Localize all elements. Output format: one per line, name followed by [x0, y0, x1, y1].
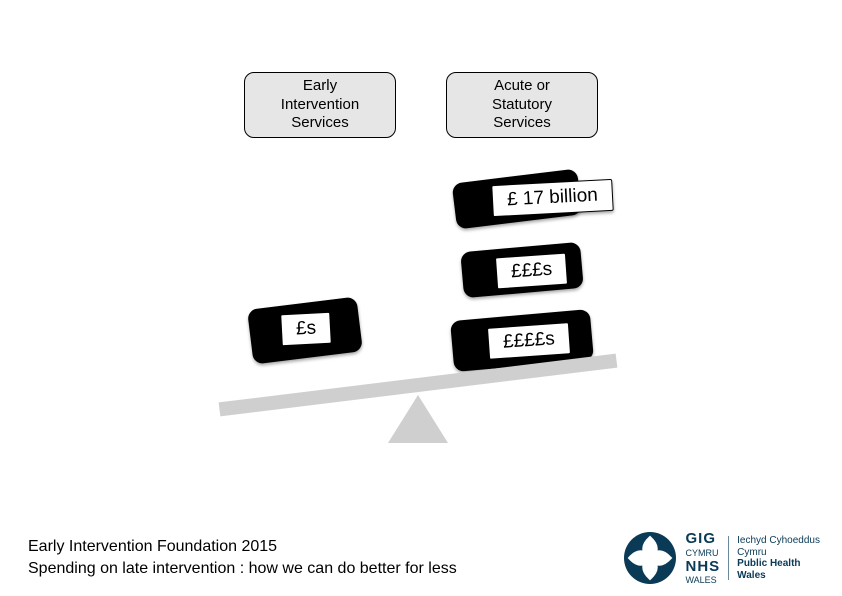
label-pounds-left: £s [280, 312, 332, 347]
logo-text-block-1: GIG CYMRU NHS WALES [685, 530, 720, 585]
logo-nhs: NHS [685, 558, 720, 575]
footer: Early Intervention Foundation 2015 Spend… [0, 520, 842, 596]
header-box-text: Early Intervention Services [281, 77, 359, 133]
logo-line: Wales [737, 570, 820, 582]
logo-gig: GIG [685, 530, 720, 547]
seesaw-fulcrum [388, 395, 448, 443]
label-17-billion: £ 17 billion [491, 179, 613, 217]
label-pounds-4: ££££s [487, 322, 571, 360]
header-box-text: Acute or Statutory Services [492, 77, 552, 133]
logo-line: Iechyd Cyhoeddus [737, 535, 820, 547]
logo-line: Cymru [737, 547, 820, 559]
logo-line: Public Health [737, 558, 820, 570]
footer-text: Early Intervention Foundation 2015 Spend… [28, 536, 457, 581]
logo-divider [728, 536, 729, 580]
nhs-wales-logo: GIG CYMRU NHS WALES Iechyd Cyhoeddus Cym… [623, 530, 820, 585]
header-box-acute-statutory: Acute or Statutory Services [446, 72, 598, 138]
logo-wales: WALES [685, 575, 720, 585]
logo-text-block-2: Iechyd Cyhoeddus Cymru Public Health Wal… [737, 535, 820, 581]
nhs-logo-icon [623, 531, 677, 585]
label-pounds-3: £££s [495, 253, 568, 290]
slide: Early Intervention Services Acute or Sta… [0, 0, 842, 596]
footer-line-2: Spending on late intervention : how we c… [28, 558, 457, 580]
header-box-early-intervention: Early Intervention Services [244, 72, 396, 138]
logo-cymru: CYMRU [685, 548, 720, 558]
footer-line-1: Early Intervention Foundation 2015 [28, 536, 457, 558]
